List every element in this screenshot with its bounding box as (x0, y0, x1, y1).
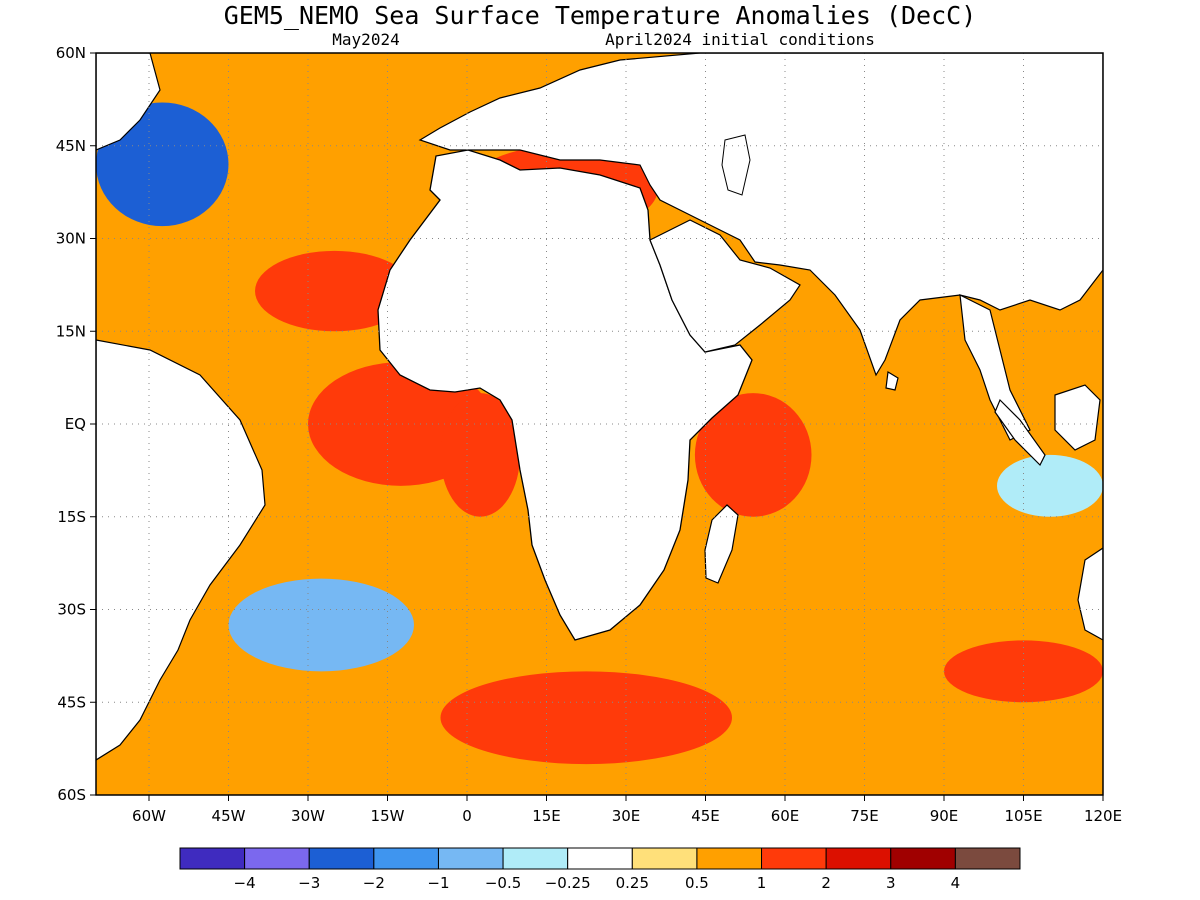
colorbar-swatch (825, 847, 892, 870)
map-title: GEM5_NEMO Sea Surface Temperature Anomal… (224, 1, 977, 30)
colorbar-label: 0.25 (616, 874, 649, 892)
y-tick-label: 60S (57, 786, 86, 804)
colorbar-swatch (437, 847, 504, 870)
anomaly-region-east-indian-cool-0 (997, 454, 1103, 517)
anomaly-region-tropical-atlantic-warm-0 (255, 250, 414, 332)
y-tick-label: 15N (56, 322, 86, 340)
colorbar-label: 2 (821, 874, 831, 892)
y-tick-label: 15S (57, 508, 86, 526)
colorbar-swatch (954, 847, 1021, 870)
anomaly-region-atl-nw-cold-0 (96, 102, 229, 227)
map-subtitle-left: May2024 (332, 30, 399, 49)
colorbar: −4 −3 −2 −1 −0.5 −0.25 0.25 0.5 1 2 3 4 (179, 847, 1021, 892)
eurasia-land (418, 53, 1103, 377)
y-tick-label: 45S (57, 693, 86, 711)
colorbar-label: −0.5 (485, 874, 521, 892)
colorbar-swatch (631, 847, 698, 870)
colorbar-label: −3 (298, 874, 320, 892)
colorbar-swatch (308, 847, 375, 870)
madagascar-land (704, 504, 739, 584)
africa-land (377, 149, 753, 641)
north-america-land (96, 53, 161, 151)
colorbar-swatch (890, 847, 956, 870)
arabian-peninsula-land (649, 219, 801, 353)
y-tick-label: 45N (56, 137, 86, 155)
x-tick-label: 90E (930, 807, 959, 825)
colorbar-label: −1 (427, 874, 449, 892)
x-tick-label: 15E (532, 807, 561, 825)
x-tick-label: 60W (132, 807, 166, 825)
colorbar-swatch (244, 847, 310, 870)
australia-land (1077, 547, 1103, 641)
anomaly-region-southern-ocean-warm-0 (440, 671, 732, 765)
y-tick-label: 30S (57, 601, 86, 619)
x-tick-label: 30W (291, 807, 325, 825)
colorbar-swatch (373, 847, 439, 870)
colorbar-label: 0.5 (685, 874, 709, 892)
caspian-sea (721, 134, 751, 196)
x-tick-label: 15W (371, 807, 405, 825)
colorbar-swatch (696, 847, 763, 870)
colorbar-label: 4 (951, 874, 961, 892)
sri-lanka-land (885, 371, 899, 391)
x-tick-label: 45W (212, 807, 246, 825)
x-axis: 60W 45W 30W 15W 0 15E 30E 45E 60E 75E 90E 105E 120E (132, 795, 1122, 825)
borneo-land (1054, 384, 1101, 451)
colorbar-label: −2 (363, 874, 385, 892)
y-tick-label: EQ (65, 415, 86, 433)
colorbar-label: 3 (886, 874, 896, 892)
x-tick-label: 105E (1004, 807, 1042, 825)
land-masses (96, 53, 1103, 761)
anomaly-region-equatorial-atlantic-0 (440, 393, 520, 517)
sumatra-land (994, 398, 1046, 467)
x-tick-label: 120E (1084, 807, 1122, 825)
x-tick-label: 45E (691, 807, 720, 825)
colorbar-swatch (179, 847, 246, 870)
map-gridlines (96, 53, 1103, 795)
map-subtitle-right: April2024 initial conditions (605, 30, 875, 49)
x-tick-label: 30E (612, 807, 641, 825)
colorbar-swatch (567, 847, 633, 870)
x-tick-label: 60E (771, 807, 800, 825)
anomaly-region-western-indian-ocean-0 (694, 393, 812, 517)
colorbar-label: −0.25 (545, 874, 591, 892)
x-tick-label: 75E (850, 807, 879, 825)
colorbar-label: −4 (234, 874, 256, 892)
y-tick-label: 60N (56, 44, 86, 62)
colorbar-swatch (761, 847, 827, 870)
map-panel: 60W 45W 30W 15W 0 15E 30E 45E 60E 75E 90E 105E 120E … (56, 44, 1122, 825)
x-tick-label: 0 (462, 807, 472, 825)
colorbar-label: 1 (757, 874, 767, 892)
y-axis: 60N 45N 30N 15N EQ 15S 30S 45S 60S (56, 44, 96, 804)
south-america-land (96, 339, 266, 761)
y-tick-label: 30N (56, 230, 86, 248)
anomaly-region-south-atlantic-cool-0 (228, 578, 414, 672)
colorbar-swatch (502, 847, 569, 870)
